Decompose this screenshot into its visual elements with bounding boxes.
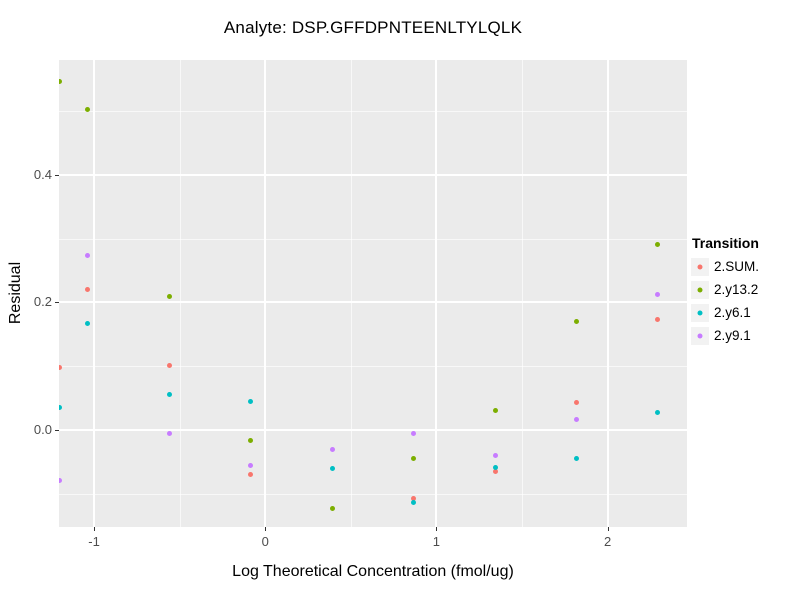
gridline-major — [435, 60, 438, 527]
data-point — [655, 316, 661, 322]
plot-panel — [59, 60, 687, 527]
y-axis-title: Residual — [7, 261, 24, 325]
legend-item-label: 2.y6.1 — [714, 305, 751, 320]
gridline-major — [59, 301, 687, 304]
x-tick-label: -1 — [88, 534, 100, 549]
gridline-minor — [59, 366, 687, 368]
data-point — [84, 107, 90, 113]
x-tick-mark — [94, 527, 96, 531]
y-tick-mark — [55, 430, 59, 432]
x-tick-label: 1 — [432, 534, 441, 549]
data-point — [248, 472, 254, 478]
data-point — [329, 446, 335, 452]
data-point — [574, 400, 580, 406]
data-point — [166, 392, 172, 398]
x-tick-mark — [607, 527, 609, 531]
x-tick-label: 0 — [261, 534, 269, 549]
data-point — [166, 431, 172, 437]
data-point — [84, 253, 90, 259]
gridline-minor — [179, 60, 181, 527]
legend-item: 2.SUM. — [691, 255, 799, 278]
legend-item: 2.y9.1 — [691, 324, 799, 347]
gridline-major — [93, 60, 96, 527]
data-point — [492, 468, 498, 474]
data-point — [248, 437, 254, 443]
data-point — [410, 495, 416, 501]
data-point — [166, 294, 172, 300]
data-point — [59, 78, 63, 84]
legend-item-label: 2.y13.2 — [714, 282, 759, 297]
legend-key — [691, 326, 709, 345]
gridline-minor — [59, 111, 687, 113]
data-point — [329, 505, 335, 511]
gridline-minor — [350, 60, 352, 527]
legend-key — [691, 280, 709, 299]
gridline-major — [59, 173, 687, 176]
data-point — [574, 417, 580, 423]
data-point — [329, 465, 335, 471]
data-point — [248, 462, 254, 468]
data-point — [574, 319, 580, 325]
gridline-minor — [521, 60, 523, 527]
x-tick-label: 2 — [603, 534, 612, 549]
data-point — [84, 320, 90, 326]
data-point — [655, 292, 661, 298]
y-tick-mark — [55, 174, 59, 176]
data-point — [574, 455, 580, 461]
data-point — [84, 287, 90, 293]
legend-key — [691, 257, 709, 276]
data-point — [492, 453, 498, 459]
data-point — [410, 456, 416, 462]
y-tick-label: 0.2 — [33, 294, 52, 310]
legend-items: 2.SUM. 2.y13.2 2.y6.1 2.y9.1 — [691, 255, 799, 347]
gridline-major — [59, 429, 687, 432]
data-point — [655, 409, 661, 415]
data-point — [166, 363, 172, 369]
x-tick-mark — [436, 527, 438, 531]
legend: Transition 2.SUM. 2.y13.2 2.y6.1 2.y9.1 — [691, 235, 799, 347]
data-point — [59, 365, 63, 370]
data-point — [59, 477, 63, 483]
x-axis-title: Log Theoretical Concentration (fmol/ug) — [232, 563, 514, 580]
data-point — [492, 465, 498, 471]
legend-swatch-icon — [697, 333, 703, 338]
gridline-major — [264, 60, 267, 527]
data-point — [59, 404, 63, 410]
chart-title: Analyte: DSP.GFFDPNTEENLTYLQLK — [223, 18, 523, 37]
legend-swatch-icon — [697, 264, 703, 269]
legend-item: 2.y13.2 — [691, 278, 799, 301]
legend-item-label: 2.SUM. — [714, 259, 760, 274]
data-point — [655, 241, 661, 247]
legend-item: 2.y6.1 — [691, 301, 799, 324]
y-tick-label: 0.0 — [33, 422, 52, 438]
legend-swatch-icon — [697, 287, 703, 292]
y-tick-mark — [55, 302, 59, 304]
legend-key — [691, 303, 709, 322]
data-point — [410, 430, 416, 436]
legend-swatch-icon — [697, 310, 703, 315]
y-tick-label: 0.4 — [33, 166, 52, 182]
x-tick-mark — [265, 527, 267, 531]
legend-item-label: 2.y9.1 — [714, 328, 751, 343]
gridline-major — [606, 60, 609, 527]
gridline-minor — [59, 238, 687, 240]
gridline-minor — [59, 493, 687, 495]
data-point — [248, 398, 254, 404]
legend-title: Transition — [692, 235, 759, 251]
data-point — [410, 500, 416, 506]
data-point — [492, 408, 498, 414]
